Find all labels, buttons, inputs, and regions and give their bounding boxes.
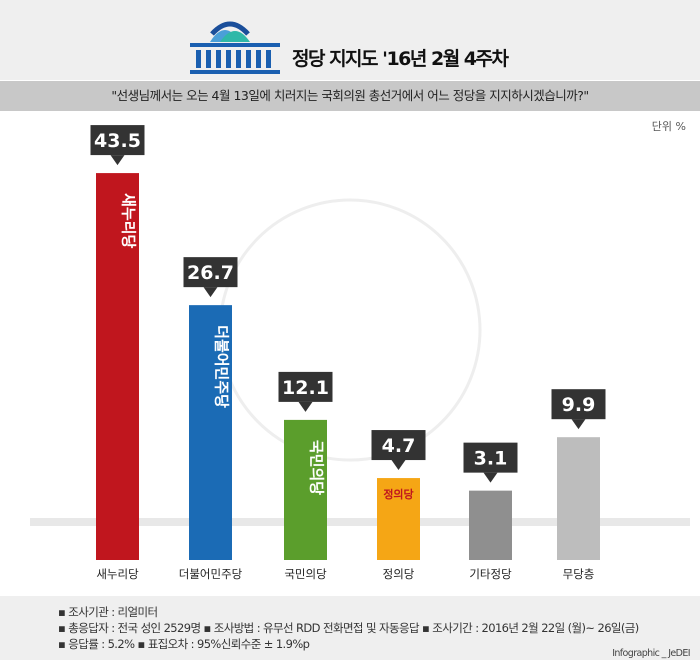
bar-party-logo: 더불어민주당 [213, 325, 231, 408]
value-callout [278, 371, 333, 402]
value-callout [463, 442, 518, 473]
value-callout [551, 389, 606, 420]
value-callout [183, 257, 238, 288]
bar [377, 478, 420, 560]
chart-title: 정당 지지도 '16년 2월 4주차 [292, 48, 509, 70]
baseline-shadow [30, 518, 690, 526]
footer: ▪ 조사기관 : 리얼미터 ▪ 총응답자 : 전국 성인 2529명 ▪ 조사방… [0, 596, 700, 660]
category-label: 새누리당 [96, 567, 139, 581]
value-callout [90, 125, 145, 156]
data-label: 3.1 [474, 448, 508, 470]
callout-pointer [110, 155, 125, 166]
callout-pointer [298, 401, 313, 412]
bar [189, 305, 232, 560]
national-assembly-logo-icon [190, 21, 280, 74]
callout-pointer [391, 460, 406, 471]
category-label: 더불어민주당 [179, 567, 243, 581]
footer-line: ▪ 응답률 : 5.2% ▪ 표집오차 : 95%신뢰수준 ± 1.9%p [58, 637, 310, 651]
callout-pointer [483, 472, 498, 483]
callout-pointer [571, 419, 586, 430]
credit: Infographic _ JeDEI [612, 648, 690, 659]
watermark-seal [218, 198, 482, 462]
footer-line: ▪ 총응답자 : 전국 성인 2529명 ▪ 조사방법 : 유무선 RDD 전화… [58, 621, 639, 635]
bar [469, 490, 512, 560]
data-label: 4.7 [382, 435, 416, 457]
survey-question: "선생님께서는 오는 4월 13일에 치러지는 국회의원 총선거에서 어느 정당… [0, 81, 700, 111]
bar-party-logo: 정의당 [383, 487, 413, 501]
footer-line: ▪ 조사기관 : 리얼미터 [58, 605, 158, 619]
data-label: 12.1 [282, 377, 329, 399]
bar [284, 419, 327, 560]
category-label: 기타정당 [469, 567, 512, 581]
data-label: 43.5 [94, 130, 141, 152]
bar [557, 437, 600, 560]
category-label: 무당층 [563, 567, 595, 581]
callout-pointer [203, 287, 218, 298]
header: 정당 지지도 '16년 2월 4주차 [0, 0, 700, 80]
data-label: 9.9 [562, 394, 596, 416]
bar-chart: 새누리당43.5새누리당더불어민주당26.7더불어민주당국민의당12.1국민의당… [30, 125, 690, 581]
category-label: 국민의당 [284, 567, 327, 581]
bar-party-logo: 새누리당 [120, 193, 138, 248]
category-label: 정의당 [383, 567, 415, 581]
data-label: 26.7 [187, 262, 234, 284]
value-callout [371, 430, 426, 461]
bar-party-logo: 국민의당 [308, 440, 326, 495]
unit-label: 단위 % [651, 120, 686, 133]
bar [96, 173, 139, 560]
